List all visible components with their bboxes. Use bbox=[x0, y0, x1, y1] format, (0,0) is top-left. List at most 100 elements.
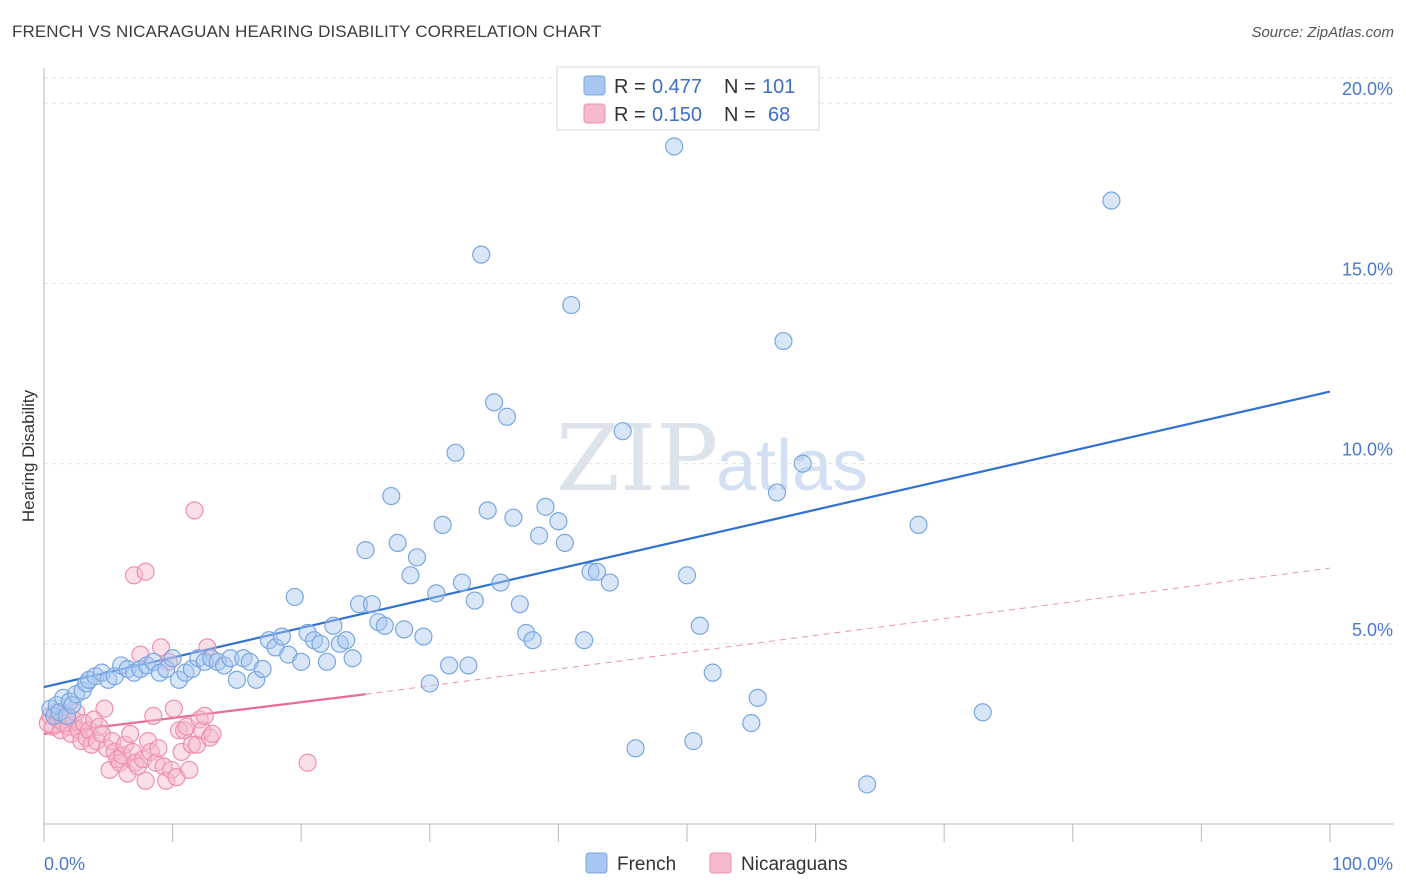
bottom-legend-swatch-french bbox=[585, 852, 608, 874]
legend: R = 0.477 N = 101 R = 0.150 N = 68 bbox=[556, 66, 820, 131]
y-tick-label: 10.0% bbox=[1342, 440, 1393, 460]
french-point bbox=[587, 562, 607, 581]
legend-r-label-french: R = bbox=[614, 76, 646, 98]
french-point bbox=[555, 533, 574, 552]
french-point bbox=[536, 497, 555, 516]
french-point bbox=[427, 584, 446, 603]
french-point bbox=[356, 541, 375, 560]
french-point bbox=[337, 631, 356, 650]
french-point bbox=[703, 663, 722, 682]
french-point bbox=[292, 652, 311, 671]
french-point bbox=[221, 649, 240, 668]
french-point bbox=[485, 393, 504, 412]
french-point bbox=[375, 616, 394, 635]
bottom-legend-nicaraguans: Nicaraguans bbox=[741, 854, 848, 875]
bottom-legend-french: French bbox=[617, 854, 676, 875]
french-point bbox=[690, 616, 709, 635]
french-point bbox=[45, 706, 64, 725]
legend-n-value-nicaraguans: 68 bbox=[768, 104, 790, 126]
nicaraguan-point bbox=[151, 638, 171, 657]
legend-n-value-french: 101 bbox=[762, 76, 795, 98]
nicaraguan-point bbox=[90, 717, 109, 736]
french-point bbox=[439, 656, 459, 675]
french-point bbox=[157, 659, 176, 679]
french-point bbox=[510, 595, 529, 614]
french-point bbox=[562, 295, 581, 315]
french-point bbox=[433, 515, 452, 534]
y-tick-label: 15.0% bbox=[1342, 259, 1393, 279]
axes bbox=[43, 68, 1394, 842]
french-point bbox=[684, 732, 703, 751]
french-point bbox=[973, 703, 992, 722]
french-point bbox=[272, 627, 292, 646]
nicaraguan-point bbox=[115, 735, 135, 754]
french-point bbox=[214, 656, 234, 675]
french-point bbox=[909, 515, 928, 534]
legend-r-label-nicaraguans: R = bbox=[614, 104, 646, 126]
french-point bbox=[465, 591, 484, 610]
french-point bbox=[324, 616, 343, 635]
nicaraguan-point bbox=[139, 732, 158, 751]
french-point bbox=[401, 566, 420, 585]
nicaraguan-point bbox=[190, 710, 209, 729]
french-point bbox=[169, 670, 189, 689]
legend-swatch-french bbox=[583, 75, 606, 96]
legend-r-value-nicaraguans: 0.150 bbox=[652, 104, 702, 126]
watermark-zip: ZIP bbox=[556, 405, 718, 512]
french-point bbox=[414, 627, 433, 646]
watermark-atlas: atlas bbox=[716, 426, 868, 506]
y-axis-label: Hearing Disability bbox=[19, 389, 38, 522]
french-point bbox=[793, 454, 812, 473]
french-point bbox=[600, 573, 619, 592]
gridlines bbox=[44, 77, 1394, 645]
french-point bbox=[549, 512, 568, 531]
chart-title: FRENCH VS NICARAGUAN HEARING DISABILITY … bbox=[12, 22, 602, 41]
bottom-legend: French Nicaraguans bbox=[585, 852, 848, 875]
french-point bbox=[626, 739, 645, 758]
nicaraguan-point bbox=[136, 771, 155, 790]
french-point bbox=[420, 674, 439, 693]
y-tick-label: 20.0% bbox=[1342, 79, 1393, 99]
nicaraguan-point bbox=[164, 699, 183, 718]
y-tick-label: 5.0% bbox=[1352, 620, 1393, 640]
french-point bbox=[774, 331, 793, 351]
french-point bbox=[478, 501, 497, 520]
french-point bbox=[58, 706, 77, 725]
legend-swatch-nicaraguans bbox=[583, 103, 606, 124]
french-point bbox=[857, 775, 877, 794]
french-point bbox=[523, 631, 542, 650]
french-point bbox=[247, 670, 266, 689]
french-point bbox=[349, 595, 369, 614]
french-point bbox=[575, 631, 594, 650]
french-point bbox=[394, 620, 414, 639]
french-point bbox=[581, 562, 600, 581]
nicaraguan-point bbox=[203, 724, 222, 744]
french-point bbox=[317, 652, 337, 671]
french-point bbox=[452, 573, 472, 592]
scatter-points bbox=[38, 137, 1121, 794]
legend-n-label-french: N = bbox=[724, 76, 756, 98]
french-point bbox=[613, 422, 632, 441]
nicaraguan-point bbox=[144, 706, 163, 725]
french-point bbox=[253, 659, 272, 679]
french-point bbox=[459, 656, 478, 675]
legend-r-value-french: 0.477 bbox=[652, 76, 702, 98]
watermark: ZIP atlas bbox=[556, 405, 868, 512]
nicaraguan-point bbox=[123, 742, 142, 762]
nicaraguan-point bbox=[195, 706, 214, 725]
french-point bbox=[388, 533, 407, 552]
nicaraguan-point bbox=[182, 735, 201, 754]
nicaraguan-trend-extension bbox=[365, 567, 1331, 695]
french-point bbox=[285, 587, 304, 607]
legend-n-label-nicaraguans: N = bbox=[724, 104, 756, 126]
french-point bbox=[517, 623, 536, 643]
french-point bbox=[1102, 191, 1121, 210]
french-point bbox=[677, 566, 697, 585]
french-point bbox=[446, 443, 465, 462]
tick-labels: 5.0% 10.0% 15.0% 20.0% 0.0% 100.0% bbox=[44, 79, 1393, 874]
french-point bbox=[530, 526, 549, 545]
nicaraguan-point bbox=[149, 739, 168, 758]
nicaraguan-point bbox=[180, 760, 199, 780]
french-point bbox=[665, 137, 684, 156]
bottom-legend-swatch-nicaraguans bbox=[709, 852, 732, 874]
